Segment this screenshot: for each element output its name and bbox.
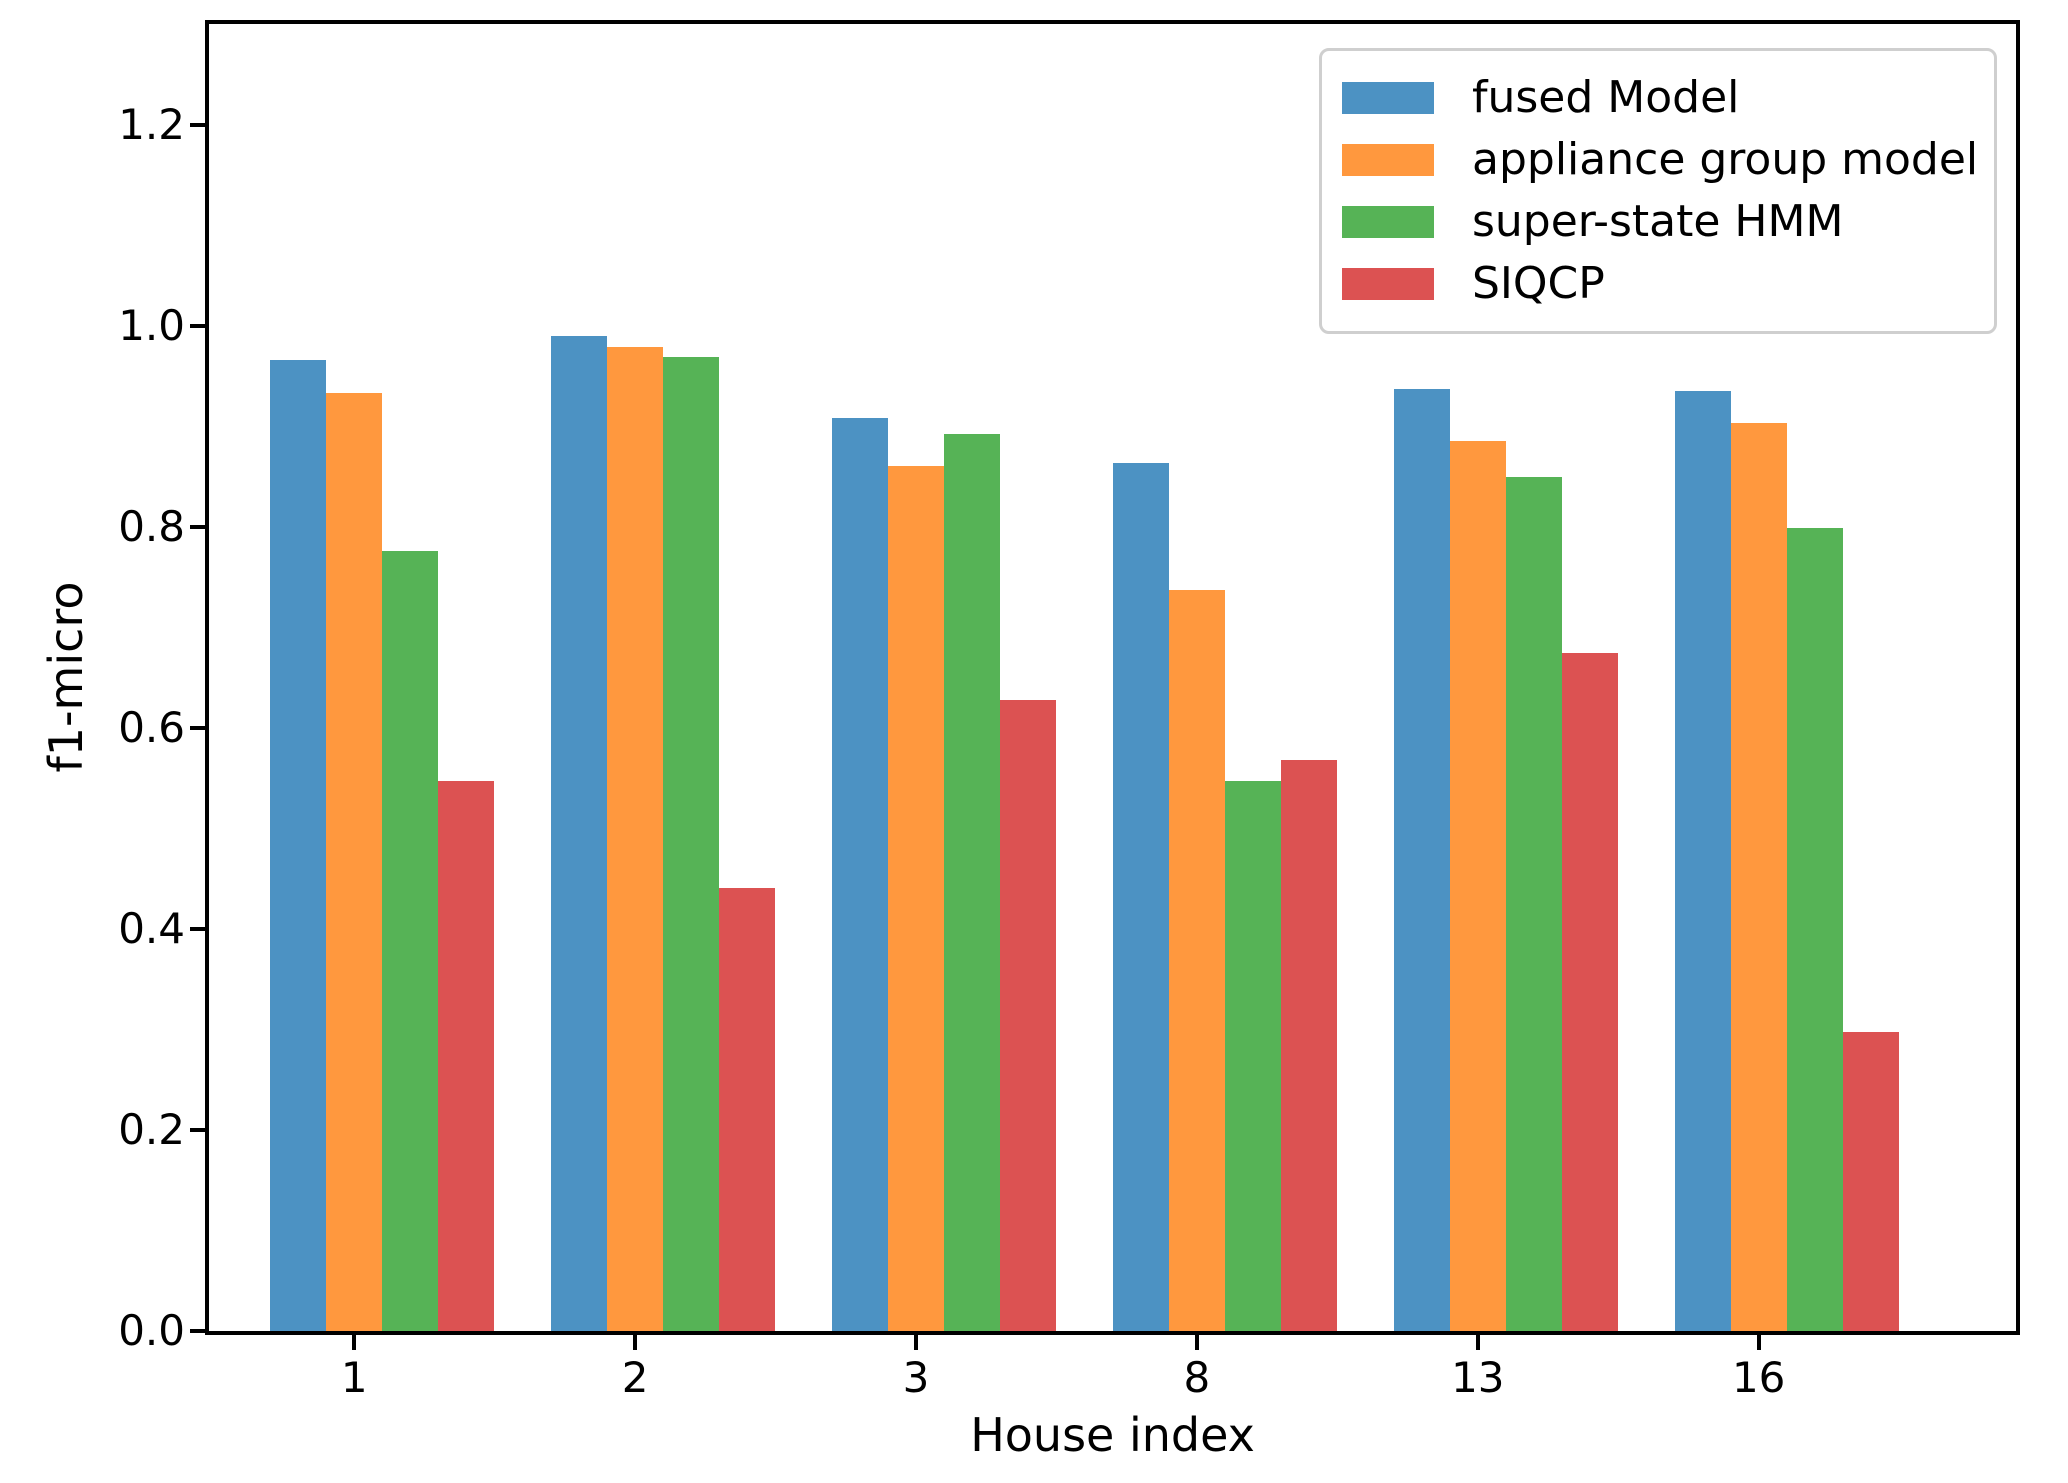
bar-fused-model-house-13: [1393, 388, 1450, 1331]
bar-siqcp-house-3: [1000, 699, 1057, 1331]
bar-appliance-group-model-house-1: [326, 392, 383, 1331]
y-tick-label-0.0: 0.0: [118, 1306, 185, 1355]
x-tick-mark-3: [914, 1335, 919, 1350]
x-tick-label-1: 1: [340, 1353, 368, 1402]
legend-item-fused-model: fused Model: [1342, 67, 1974, 129]
y-tick-mark-0.2: [190, 1127, 205, 1132]
x-tick-label-8: 8: [1183, 1353, 1211, 1402]
x-tick-label-2: 2: [621, 1353, 649, 1402]
legend-item-super-state-hmm: super-state HMM: [1342, 191, 1974, 253]
legend-label: appliance group model: [1472, 134, 1979, 185]
bar-appliance-group-model-house-13: [1449, 441, 1506, 1331]
legend-label: super-state HMM: [1472, 196, 1844, 247]
legend-item-siqcp: SIQCP: [1342, 253, 1974, 315]
y-tick-label-1.0: 1.0: [118, 300, 185, 350]
y-tick-mark-1.2: [190, 122, 205, 127]
y-axis-label: f1-micro: [39, 581, 93, 773]
bar-siqcp-house-13: [1561, 653, 1618, 1331]
bar-siqcp-house-8: [1280, 759, 1337, 1331]
y-tick-label-0.8: 0.8: [118, 501, 185, 551]
x-tick-mark-1: [352, 1335, 357, 1350]
bar-super-state-hmm-house-3: [944, 434, 1001, 1331]
bar-fused-model-house-3: [832, 418, 889, 1331]
y-tick-mark-0.6: [190, 725, 205, 730]
legend-label: SIQCP: [1472, 258, 1605, 309]
x-tick-mark-13: [1475, 1335, 1480, 1350]
legend-swatch-siqcp: [1342, 268, 1434, 300]
x-tick-mark-2: [633, 1335, 638, 1350]
bar-super-state-hmm-house-8: [1224, 781, 1281, 1331]
bar-siqcp-house-2: [719, 887, 776, 1331]
bar-fused-model-house-8: [1112, 463, 1169, 1331]
x-tick-label-16: 16: [1731, 1353, 1786, 1402]
x-tick-mark-16: [1756, 1335, 1761, 1350]
plot-area: 0.0 0.2 0.4 0.6 0.8 1.0 1.2 1 2 3 8 13 16 fused Mod…: [118, 20, 2020, 1399]
legend-item-appliance-group-model: appliance group model: [1342, 129, 1978, 191]
y-tick-label-0.4: 0.4: [118, 903, 185, 953]
x-axis-label: House index: [970, 1408, 1255, 1462]
x-tick-label-13: 13: [1451, 1353, 1505, 1402]
y-tick-mark-0.0: [190, 1329, 205, 1333]
bar-appliance-group-model-house-16: [1730, 423, 1787, 1331]
y-tick-mark-1.0: [190, 323, 205, 328]
legend-label: fused Model: [1472, 72, 1740, 123]
bar-super-state-hmm-house-1: [382, 550, 439, 1331]
bar-appliance-group-model-house-8: [1168, 590, 1225, 1331]
y-tick-label-0.6: 0.6: [118, 702, 185, 752]
y-tick-mark-0.4: [190, 926, 205, 931]
bar-fused-model-house-2: [551, 335, 608, 1331]
legend-swatch-super-state-hmm: [1342, 206, 1434, 238]
bar-super-state-hmm-house-13: [1505, 477, 1562, 1331]
legend-swatch-appliance-group-model: [1342, 144, 1434, 176]
y-tick-label-1.2: 1.2: [118, 99, 185, 149]
bar-siqcp-house-1: [438, 781, 495, 1331]
y-tick-label-0.2: 0.2: [118, 1104, 185, 1154]
bar-super-state-hmm-house-16: [1786, 527, 1843, 1331]
x-tick-mark-8: [1194, 1335, 1199, 1350]
bar-appliance-group-model-house-2: [607, 346, 664, 1331]
bar-appliance-group-model-house-3: [888, 466, 945, 1331]
x-tick-label-3: 3: [902, 1353, 930, 1402]
bar-super-state-hmm-house-2: [663, 356, 720, 1331]
y-tick-mark-0.8: [190, 524, 205, 529]
legend-swatch-fused-model: [1342, 82, 1434, 114]
bar-fused-model-house-1: [270, 359, 327, 1331]
legend: fused Model appliance group model super-st…: [1319, 48, 1997, 334]
bar-siqcp-house-16: [1842, 1032, 1899, 1331]
bar-fused-model-house-16: [1674, 390, 1731, 1331]
